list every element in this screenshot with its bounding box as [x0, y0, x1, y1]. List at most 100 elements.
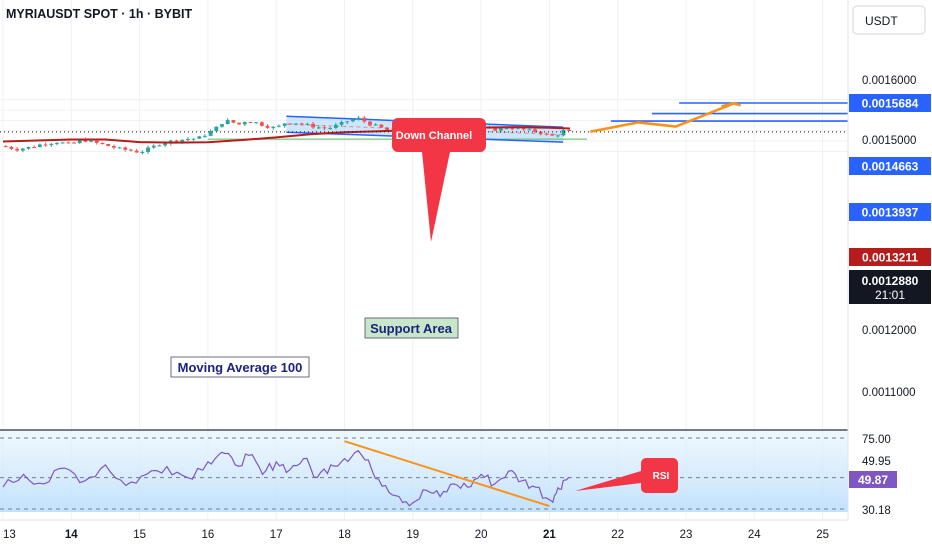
candle-body: [316, 127, 321, 129]
candle-body: [9, 146, 14, 149]
time-tick-label: 13: [3, 529, 16, 541]
candle-body: [180, 139, 185, 142]
candle-body: [259, 122, 264, 126]
rsi-lower-label: 30.18: [862, 505, 891, 517]
candle-body: [533, 129, 537, 132]
rsi-current-tag: [849, 471, 897, 488]
candle-body: [345, 121, 350, 123]
target-price-tag: [849, 94, 931, 112]
candle-body: [208, 131, 213, 136]
candle-body: [288, 123, 293, 125]
candle-body: [555, 135, 560, 137]
time-tick-label: 16: [202, 529, 215, 541]
candle-body: [282, 123, 287, 126]
candle-body: [106, 144, 111, 147]
rsi-upper-label: 75.00: [862, 434, 891, 446]
candle-body: [567, 129, 572, 131]
candle-body: [72, 142, 76, 144]
candle-body: [3, 146, 8, 148]
time-tick-label: 23: [680, 529, 693, 541]
candle-body: [242, 122, 247, 125]
candle-body: [197, 136, 202, 139]
candle-body: [322, 127, 327, 129]
rsi-value-label: 49.95: [862, 456, 891, 468]
price-tick-label: 0.0016000: [862, 75, 916, 87]
target-price-label: 0.0013937: [862, 206, 919, 220]
chart-title: MYRIAUSDT SPOT · 1h · BYBIT: [6, 7, 192, 21]
target-price-tag: [849, 157, 931, 175]
candle-body: [368, 121, 372, 126]
rsi-pane-background: [0, 430, 848, 512]
candle-body: [100, 142, 105, 145]
candle-body: [163, 143, 167, 146]
candle-body: [351, 119, 355, 122]
projection-arrowhead: [721, 102, 741, 108]
candle-body: [385, 127, 389, 130]
countdown-label: 21:01: [875, 288, 905, 302]
candle-body: [157, 145, 162, 147]
candle-body: [356, 117, 361, 120]
candle-body: [214, 126, 219, 132]
target-price-tag: [849, 203, 931, 221]
candle-body: [504, 128, 509, 130]
support-area-label: Support Area: [370, 321, 453, 336]
rsi-callout: [575, 458, 678, 493]
candle-body: [77, 139, 82, 144]
candle-body: [510, 128, 515, 130]
projection-path: [590, 102, 735, 133]
candle-body: [49, 143, 54, 145]
candle-body: [185, 139, 190, 141]
candle-body: [538, 131, 543, 134]
candle-body: [123, 147, 128, 150]
time-tick-label: 17: [270, 529, 283, 541]
candle-body: [203, 135, 207, 137]
target-price-label: 0.0015684: [862, 97, 919, 111]
candle-body: [89, 140, 94, 142]
candle-body: [15, 148, 20, 151]
candle-body: [550, 134, 555, 136]
ma-price-tag: [849, 248, 931, 266]
candle-body: [129, 149, 133, 151]
candle-body: [32, 146, 37, 148]
candle-body: [20, 148, 25, 151]
currency-label: USDT: [865, 14, 898, 28]
candle-body: [311, 123, 315, 128]
candle-body: [134, 150, 139, 153]
down-channel-callout: [392, 118, 486, 242]
candle-body: [561, 129, 566, 136]
candle-body: [265, 125, 270, 128]
time-tick-label: 21: [543, 529, 556, 541]
candle-body: [37, 144, 42, 148]
candle-body: [333, 124, 338, 128]
ma-price-label: 0.0013211: [862, 251, 918, 265]
price-tick-label: 0.0011000: [862, 387, 916, 399]
annotations-layer: Down Channel Support Area Moving Average 1…: [170, 118, 678, 493]
candle-body: [237, 122, 241, 125]
candle-body: [111, 146, 116, 148]
time-tick-label: 15: [133, 529, 146, 541]
candle-body: [254, 122, 259, 124]
candle-body: [60, 142, 65, 144]
support-area-label-box: [364, 317, 459, 339]
candle-body: [339, 121, 344, 125]
time-axis-background: [0, 520, 932, 550]
rsi-line: [2, 449, 570, 507]
candle-body: [231, 120, 236, 123]
price-tick-label: 0.0012000: [862, 325, 916, 337]
time-tick-label: 20: [475, 529, 488, 541]
moving-average-label: Moving Average 100: [178, 360, 303, 375]
candle-body: [151, 145, 156, 148]
currency-button[interactable]: USDT: [852, 5, 926, 35]
candle-body: [493, 127, 498, 131]
candle-body: [305, 123, 310, 125]
candle-body: [191, 138, 196, 140]
candle-body: [294, 123, 298, 125]
time-tick-label: 14: [65, 529, 78, 541]
candle-body: [220, 124, 224, 127]
down-channel-label: Down Channel: [396, 130, 472, 142]
candle-body: [516, 127, 520, 129]
candle-body: [248, 122, 253, 124]
rsi-layer: [0, 437, 848, 510]
